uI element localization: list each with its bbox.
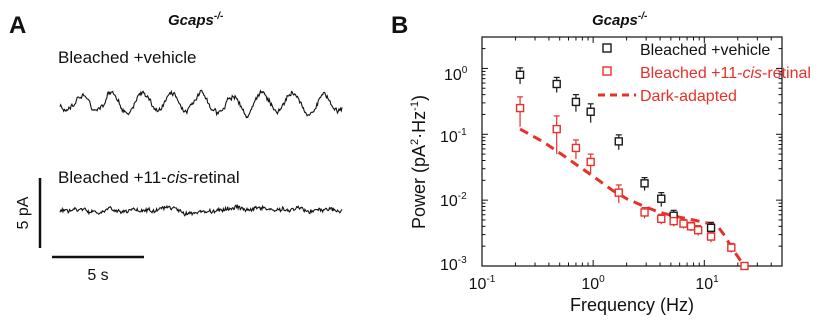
x-axis-ticks: [481, 37, 783, 266]
point-vehicle: [515, 70, 525, 80]
y-tick-label-2-base: 10: [440, 193, 458, 210]
data-markers: [515, 70, 749, 271]
point-retinal: [614, 188, 623, 197]
point-vehicle: [657, 194, 666, 203]
panel-a-genotype-sup: -/-: [214, 11, 224, 22]
y-axis-title-main: Power (pA: [409, 145, 429, 229]
point-retinal: [657, 214, 666, 224]
legend-marker-retinal: [602, 66, 612, 76]
point-retinal: [669, 216, 678, 226]
y-tick-label-0-exp: 0: [462, 65, 468, 76]
trace-retinal-label-prefix: Bleached +11-: [58, 168, 167, 187]
legend-label-retinal-suffix: -retinal: [762, 65, 811, 82]
y-axis-title: Power (pA2·Hz-1): [409, 95, 429, 229]
legend-label-dark: Dark-adapted: [640, 88, 737, 105]
x-tick-label-2: 101: [695, 274, 719, 293]
plot-frame: [481, 36, 783, 267]
trace-retinal: [59, 203, 343, 217]
x-tick-label-1-exp: 0: [599, 274, 605, 285]
point-vehicle: [706, 223, 716, 233]
trace-vehicle: [59, 89, 343, 119]
y-tick-label-1-exp: -1: [458, 127, 467, 138]
panel-b-letter: B: [391, 12, 408, 39]
point-vehicle: [614, 137, 623, 146]
y-tick-label-1: 10-1: [440, 127, 467, 146]
trace-vehicle-label: Bleached +vehicle: [58, 48, 196, 67]
scale-bar-horizontal-label: 5 s: [87, 267, 108, 284]
point-vehicle: [571, 97, 581, 107]
panel-b-genotype-sup: -/-: [638, 11, 648, 22]
point-retinal: [740, 261, 749, 271]
x-tick-label-0-base: 10: [469, 276, 487, 293]
panel-b: B Gcaps-/- 10-1 100 101 100 10-1 10-2 10…: [391, 11, 811, 315]
legend-label-vehicle: Bleached +vehicle: [640, 42, 770, 59]
panel-a: A Gcaps-/- Bleached +vehicle Bleached +1…: [9, 11, 343, 284]
y-tick-label-0-base: 10: [444, 67, 462, 84]
x-tick-label-0: 10-1: [469, 274, 496, 293]
point-retinal: [693, 225, 703, 235]
series-dark-adapted-line: [519, 127, 744, 265]
y-tick-label-1-base: 10: [440, 129, 458, 146]
trace-retinal-label-suffix: -retinal: [188, 168, 240, 187]
point-vehicle: [640, 179, 649, 188]
panel-a-letter: A: [9, 12, 26, 39]
legend-label-retinal-prefix: Bleached +11-: [640, 65, 742, 82]
point-retinal: [515, 103, 525, 113]
point-retinal: [686, 222, 696, 231]
x-tick-label-2-exp: 1: [713, 274, 719, 285]
scale-bar-vertical-label: 5 pA: [15, 196, 32, 229]
point-vehicle: [552, 79, 561, 89]
point-retinal: [586, 157, 595, 167]
y-tick-label-0: 100: [444, 65, 468, 84]
x-tick-label-1: 100: [581, 274, 605, 293]
y-tick-label-2: 10-2: [440, 191, 467, 210]
y-axis-title-mid: ·Hz: [409, 111, 429, 139]
y-tick-label-2-exp: -2: [458, 191, 467, 202]
y-axis-title-sup2: -1: [409, 101, 421, 111]
point-retinal: [727, 243, 736, 252]
x-tick-label-0-exp: -1: [486, 274, 495, 285]
x-tick-label-2-base: 10: [695, 276, 713, 293]
point-retinal: [679, 219, 688, 228]
point-retinal: [571, 143, 581, 153]
legend: Bleached +vehicle Bleached +11-cis-retin…: [598, 42, 811, 105]
y-tick-label-3: 10-3: [440, 255, 467, 274]
legend-marker-vehicle: [602, 43, 612, 53]
y-axis-title-sup1: 2: [409, 139, 421, 145]
legend-label-retinal-italic: cis: [742, 65, 762, 82]
x-axis-title: Frequency (Hz): [570, 295, 694, 315]
panel-b-genotype-base: Gcaps: [592, 12, 638, 29]
y-axis-title-end: ): [409, 95, 429, 101]
point-retinal: [706, 232, 716, 241]
y-tick-label-3-exp: -3: [458, 255, 467, 266]
y-axis-ticks: [482, 36, 782, 267]
point-retinal: [552, 124, 561, 134]
trace-retinal-label-italic: cis: [167, 168, 188, 187]
panel-b-genotype: Gcaps-/-: [592, 11, 648, 29]
legend-label-retinal: Bleached +11-cis-retinal: [640, 65, 811, 82]
point-vehicle: [586, 107, 595, 116]
point-retinal: [640, 208, 649, 217]
y-tick-label-3-base: 10: [440, 257, 458, 274]
trace-retinal-label: Bleached +11-cis-retinal: [58, 168, 240, 187]
panel-a-genotype: Gcaps-/-: [168, 11, 224, 29]
panel-a-genotype-base: Gcaps: [168, 12, 214, 29]
x-tick-label-1-base: 10: [581, 276, 599, 293]
